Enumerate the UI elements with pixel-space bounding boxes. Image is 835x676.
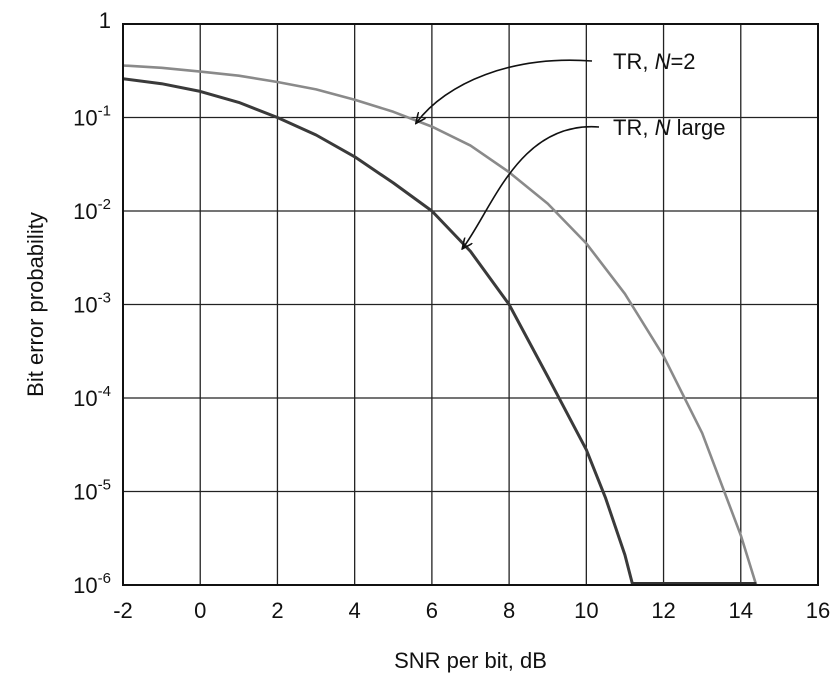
y-tick-label: 10-4 <box>73 383 111 411</box>
x-tick-label: 4 <box>349 598 361 623</box>
x-tick-label: 14 <box>729 598 753 623</box>
x-tick-labels: -2 0 2 4 6 8 10 12 14 16 <box>113 598 830 623</box>
y-tick-labels: 1 10-1 10-2 10-3 10-4 10-5 10-6 <box>73 8 111 598</box>
y-tick-label: 10-5 <box>73 477 111 505</box>
legend-label-0: TR, N=2 <box>613 49 696 74</box>
y-tick-label: 10-1 <box>73 103 111 131</box>
x-tick-label: 2 <box>271 598 283 623</box>
legend-label-1: TR, N large <box>613 115 726 140</box>
y-axis-label: Bit error probability <box>23 212 48 397</box>
x-tick-label: -2 <box>113 598 133 623</box>
series-line-1 <box>122 77 635 586</box>
x-tick-label: 10 <box>574 598 598 623</box>
annotation-arrow-0 <box>416 59 593 123</box>
x-tick-label: 16 <box>806 598 830 623</box>
y-tick-label: 1 <box>99 8 111 33</box>
x-tick-label: 12 <box>651 598 675 623</box>
x-tick-label: 0 <box>194 598 206 623</box>
series-line-0 <box>122 64 758 586</box>
annotation-arrow-1 <box>463 126 600 249</box>
y-tick-label: 10-3 <box>73 290 111 318</box>
legend-annotations: TR, N=2 TR, N large <box>416 49 726 249</box>
y-tick-label: 10-6 <box>73 570 111 598</box>
x-tick-label: 8 <box>503 598 515 623</box>
grid <box>122 23 819 586</box>
x-axis-label: SNR per bit, dB <box>394 648 547 673</box>
y-tick-label: 10-2 <box>73 196 111 224</box>
series-lines <box>122 64 758 586</box>
plot-frame <box>122 23 819 586</box>
x-tick-label: 6 <box>426 598 438 623</box>
